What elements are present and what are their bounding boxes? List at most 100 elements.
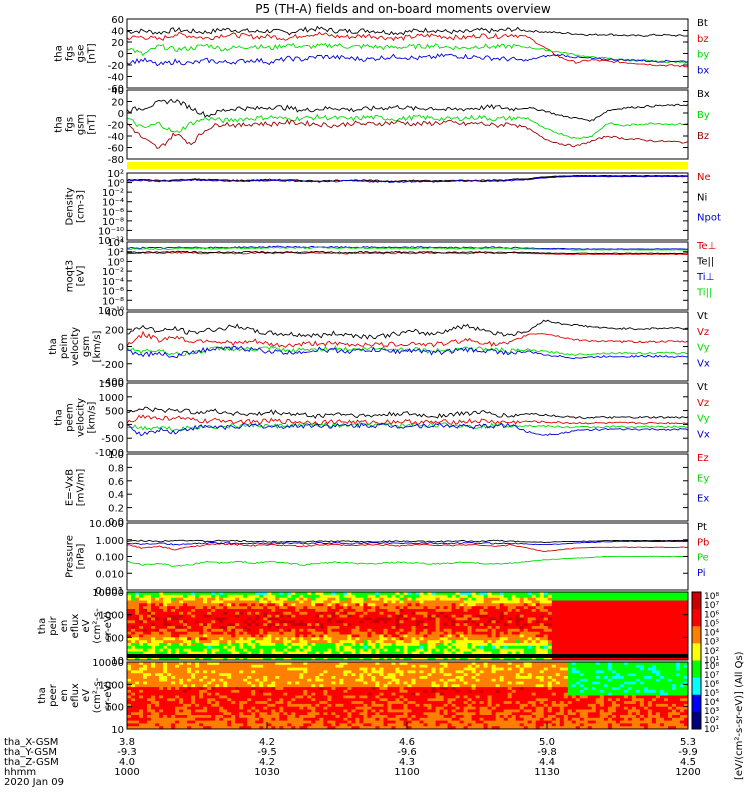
heatmap-cell bbox=[275, 620, 280, 624]
heatmap-cell bbox=[287, 617, 292, 621]
heatmap-cell bbox=[155, 701, 160, 705]
series-line-Pi bbox=[126, 540, 689, 546]
heatmap-cell bbox=[567, 643, 573, 647]
heatmap-cell bbox=[299, 678, 304, 683]
heatmap-cell bbox=[651, 657, 657, 661]
heatmap-cell bbox=[479, 594, 485, 599]
heatmap-cell bbox=[263, 678, 268, 683]
heatmap-cell bbox=[523, 637, 529, 641]
heatmap-cell bbox=[395, 620, 400, 624]
heatmap-cell bbox=[611, 620, 617, 624]
heatmap-cell bbox=[147, 600, 152, 604]
heatmap-cell bbox=[163, 678, 168, 683]
heatmap-cell bbox=[335, 603, 340, 607]
heatmap-cell bbox=[191, 670, 196, 674]
heatmap-cell bbox=[231, 723, 236, 727]
heatmap-cell bbox=[367, 594, 372, 599]
heatmap-cell bbox=[211, 648, 216, 652]
heatmap-cell bbox=[499, 645, 505, 650]
heatmap-cell bbox=[391, 617, 396, 621]
heatmap-cell bbox=[475, 643, 481, 647]
heatmap-cell bbox=[451, 631, 457, 635]
heatmap-cell bbox=[587, 614, 593, 618]
heatmap-cell bbox=[231, 645, 236, 650]
heatmap-cell bbox=[491, 597, 497, 601]
heatmap-cell bbox=[247, 603, 252, 607]
heatmap-cell bbox=[567, 640, 573, 644]
heatmap-cell bbox=[399, 609, 404, 613]
heatmap-cell bbox=[131, 634, 136, 638]
heatmap-cell bbox=[563, 643, 569, 647]
heatmap-cell bbox=[327, 609, 332, 613]
heatmap-cell bbox=[639, 623, 645, 627]
heatmap-cell bbox=[271, 620, 276, 624]
heatmap-cell bbox=[151, 614, 156, 618]
heatmap-cell bbox=[680, 643, 685, 647]
heatmap-cell bbox=[447, 631, 453, 635]
heatmap-cell bbox=[507, 645, 513, 650]
heatmap-cell bbox=[171, 717, 176, 722]
heatmap-cell bbox=[543, 594, 549, 599]
heatmap-cell bbox=[195, 637, 200, 641]
heatmap-cell bbox=[159, 715, 164, 719]
heatmap-cell bbox=[291, 603, 296, 607]
heatmap-cell bbox=[323, 709, 328, 713]
heatmap-cell bbox=[211, 706, 216, 710]
heatmap-cell bbox=[235, 657, 240, 661]
heatmap-cell bbox=[607, 592, 613, 596]
heatmap-cell bbox=[323, 692, 328, 696]
heatmap-cell bbox=[587, 637, 593, 641]
heatmap-cell bbox=[199, 676, 204, 680]
heatmap-cell bbox=[143, 631, 148, 635]
heatmap-cell bbox=[295, 648, 300, 652]
heatmap-cell bbox=[639, 614, 645, 618]
heatmap-cell bbox=[259, 651, 264, 655]
heatmap-cell bbox=[283, 626, 288, 630]
heatmap-cell bbox=[299, 701, 304, 705]
heatmap-cell bbox=[343, 684, 348, 688]
heatmap-cell bbox=[563, 651, 569, 655]
heatmap-cell bbox=[672, 623, 677, 627]
heatmap-cell bbox=[387, 626, 392, 630]
heatmap-cell bbox=[315, 603, 320, 607]
heatmap-cell bbox=[175, 684, 180, 688]
heatmap-cell bbox=[295, 715, 300, 719]
heatmap-cell bbox=[387, 645, 392, 650]
heatmap-cell bbox=[171, 715, 176, 719]
heatmap-cell bbox=[287, 640, 292, 644]
heatmap-cell bbox=[607, 631, 613, 635]
heatmap-cell bbox=[363, 592, 368, 596]
heatmap-cell bbox=[195, 609, 200, 613]
heatmap-cell bbox=[543, 637, 549, 641]
heatmap-cell bbox=[447, 643, 453, 647]
heatmap-cell bbox=[159, 667, 164, 671]
heatmap-cell bbox=[287, 664, 292, 669]
heatmap-cell bbox=[179, 594, 184, 599]
heatmap-cell bbox=[431, 592, 436, 596]
heatmap-cell bbox=[491, 631, 497, 635]
heatmap-cell bbox=[271, 720, 276, 724]
heatmap-cell bbox=[251, 667, 256, 671]
heatmap-cell bbox=[215, 715, 220, 719]
heatmap-cell bbox=[547, 620, 553, 624]
heatmap-cell bbox=[435, 594, 441, 599]
heatmap-cell bbox=[475, 648, 481, 652]
heatmap-cell bbox=[399, 611, 404, 616]
heatmap-cell bbox=[215, 600, 220, 604]
heatmap-cell bbox=[455, 611, 461, 616]
heatmap-cell bbox=[567, 606, 573, 610]
heatmap-cell bbox=[547, 640, 553, 644]
heatmap-cell bbox=[307, 720, 312, 724]
heatmap-cell bbox=[467, 645, 473, 650]
heatmap-cell bbox=[131, 620, 136, 624]
heatmap-cell bbox=[431, 651, 436, 655]
heatmap-cell bbox=[631, 609, 637, 613]
heatmap-cell bbox=[167, 617, 172, 621]
heatmap-cell bbox=[399, 651, 404, 655]
heatmap-cell bbox=[631, 620, 637, 624]
heatmap-cell bbox=[607, 643, 613, 647]
heatmap-cell bbox=[535, 626, 541, 630]
heatmap-cell bbox=[627, 623, 633, 627]
heatmap-cell bbox=[335, 684, 340, 688]
heatmap-cell bbox=[623, 617, 629, 621]
